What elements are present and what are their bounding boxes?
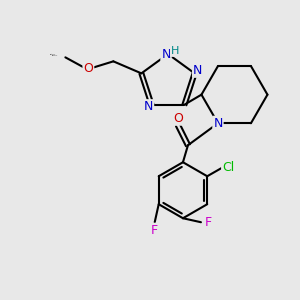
Text: O: O — [173, 112, 183, 125]
Text: F: F — [204, 216, 211, 229]
Text: methoxy: methoxy — [52, 55, 58, 56]
Text: N: N — [213, 117, 223, 130]
Text: H: H — [171, 46, 179, 56]
Text: N: N — [161, 47, 171, 61]
Text: F: F — [151, 224, 158, 237]
Text: N: N — [193, 64, 202, 77]
Text: methoxy: methoxy — [50, 54, 56, 55]
Text: Cl: Cl — [222, 161, 234, 174]
Text: O: O — [83, 62, 93, 75]
Text: N: N — [144, 100, 153, 113]
